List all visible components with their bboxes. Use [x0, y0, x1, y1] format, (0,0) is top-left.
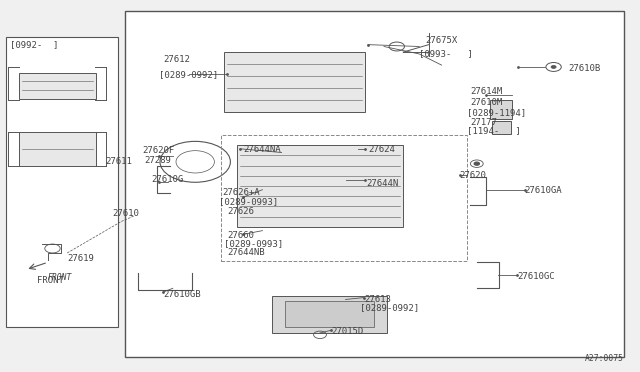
Text: 27675X: 27675X	[426, 36, 458, 45]
Text: [1194-   ]: [1194- ]	[467, 126, 521, 135]
Text: 27620: 27620	[460, 171, 486, 180]
Bar	[492, 121, 511, 134]
Text: 27644NB: 27644NB	[227, 248, 265, 257]
Text: 27289: 27289	[144, 156, 171, 165]
Bar	[6, 37, 118, 327]
Text: 27644N: 27644N	[366, 179, 398, 187]
Text: 27614M: 27614M	[470, 87, 502, 96]
Text: 27015D: 27015D	[331, 327, 363, 336]
Text: [0289-1194]: [0289-1194]	[467, 108, 526, 117]
Text: 27610GB: 27610GB	[163, 290, 201, 299]
Text: 27610GA: 27610GA	[525, 186, 563, 195]
Text: 27610M: 27610M	[470, 98, 502, 107]
Bar	[490, 100, 512, 119]
Circle shape	[551, 65, 556, 68]
Bar	[224, 52, 365, 112]
Text: 27611: 27611	[106, 157, 132, 166]
Bar	[285, 301, 374, 327]
Text: 27612: 27612	[163, 55, 190, 64]
Text: [0289-0992]: [0289-0992]	[360, 304, 419, 312]
Text: [0289-0993]: [0289-0993]	[219, 197, 278, 206]
Bar	[272, 296, 387, 333]
Bar	[19, 132, 96, 166]
Text: 27610: 27610	[112, 209, 139, 218]
Text: 27644NA: 27644NA	[243, 145, 281, 154]
Text: [0992-  ]: [0992- ]	[10, 40, 58, 49]
Bar	[237, 145, 403, 227]
Text: FRONT: FRONT	[37, 276, 64, 285]
Text: 27610GC: 27610GC	[517, 272, 555, 280]
Circle shape	[474, 162, 479, 165]
Text: A27:0075: A27:0075	[585, 354, 624, 363]
Bar	[221, 135, 467, 261]
Text: 27620F: 27620F	[142, 146, 174, 155]
Text: 27619: 27619	[67, 254, 94, 263]
Text: 27660: 27660	[227, 231, 254, 240]
Text: 27624: 27624	[368, 145, 395, 154]
Text: [0289-0993]: [0289-0993]	[224, 239, 283, 248]
Text: [0993-   ]: [0993- ]	[419, 49, 473, 58]
Bar	[19, 73, 96, 99]
Text: [0289-0992]: [0289-0992]	[159, 70, 218, 79]
Text: 27626: 27626	[227, 207, 254, 216]
Text: 27610G: 27610G	[152, 175, 184, 184]
Bar	[125, 11, 624, 357]
Text: 27613: 27613	[365, 295, 392, 304]
Text: FRONT: FRONT	[48, 273, 72, 282]
Text: 27177: 27177	[470, 118, 497, 126]
Text: 27626+A: 27626+A	[222, 188, 260, 197]
Text: 27610B: 27610B	[568, 64, 600, 73]
